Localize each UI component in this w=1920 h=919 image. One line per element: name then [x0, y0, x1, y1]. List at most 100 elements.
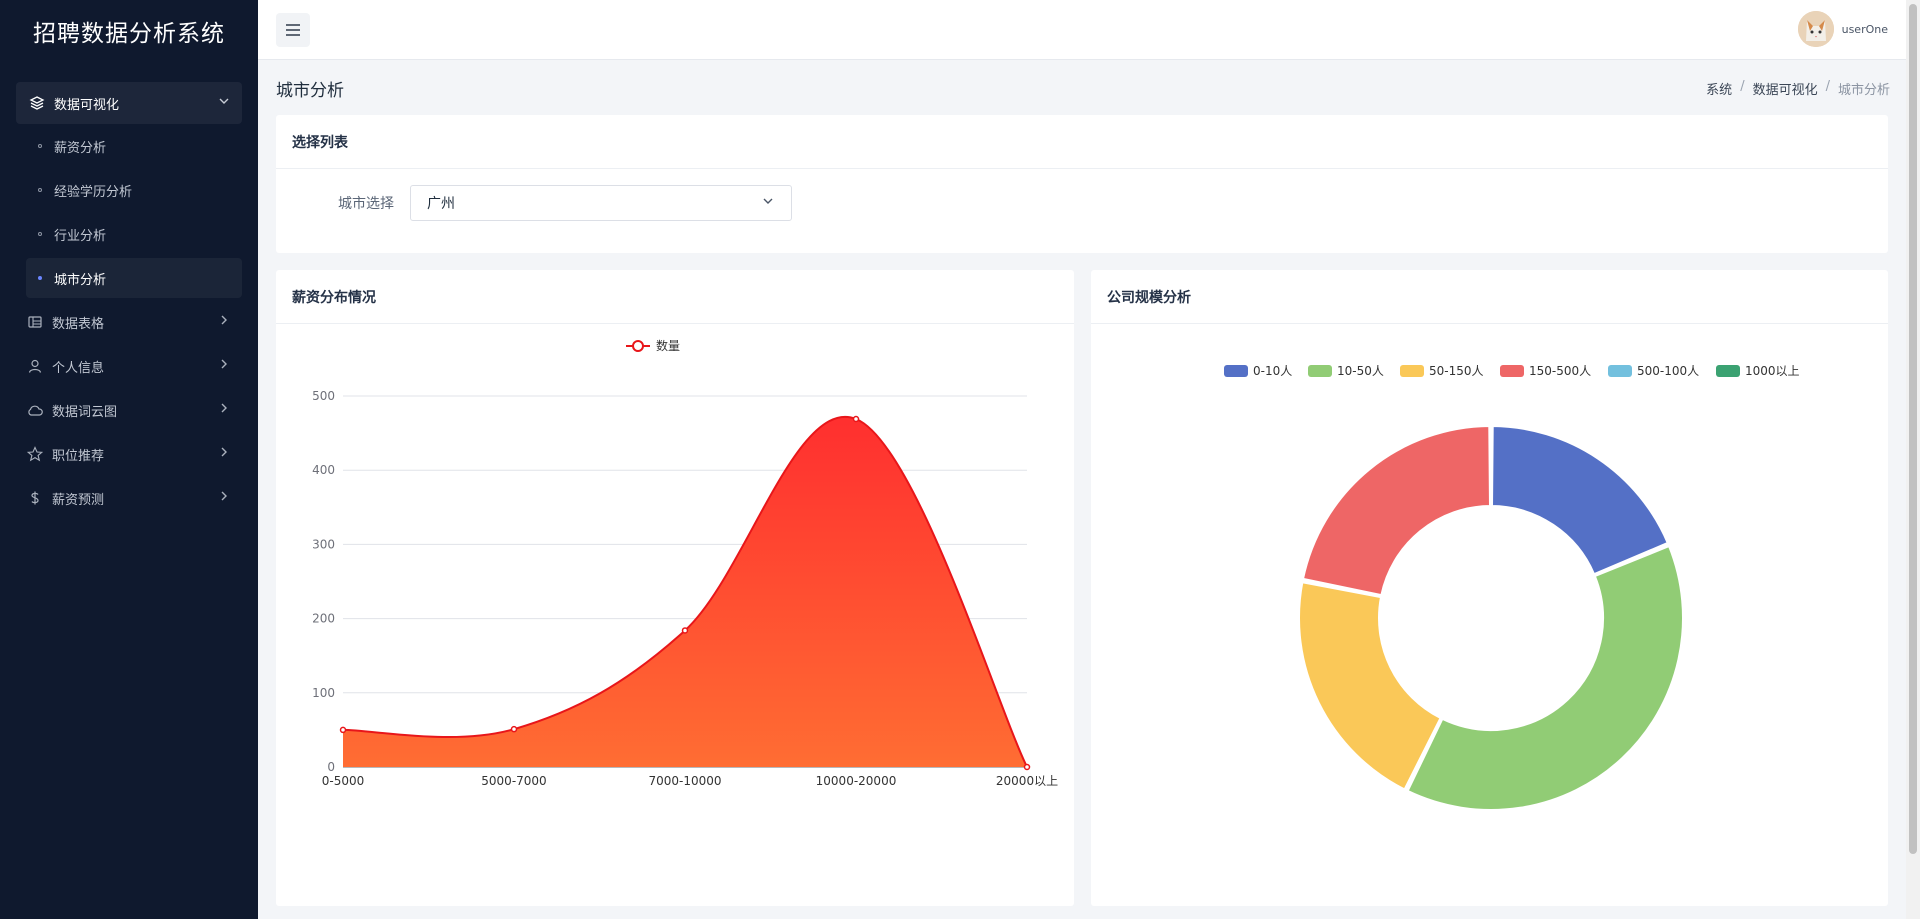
- x-tick-label: 20000以上: [996, 774, 1058, 788]
- legend-swatch-icon: [1500, 365, 1524, 377]
- legend-item[interactable]: 10-50人: [1308, 364, 1384, 378]
- top-header: userOne: [258, 0, 1906, 60]
- breadcrumb-separator: /: [1825, 79, 1830, 94]
- sidebar: 招聘数据分析系统 数据可视化 薪资分析 经验学历分析 行业分析 城市分析: [0, 0, 258, 919]
- data-point[interactable]: [510, 725, 518, 733]
- chevron-right-icon: [218, 490, 230, 506]
- x-tick-label: 0-5000: [322, 774, 365, 788]
- sidebar-item-label: 个人信息: [52, 360, 105, 376]
- sidebar-item-label: 数据表格: [52, 316, 105, 332]
- chevron-right-icon: [218, 446, 230, 462]
- avatar: [1797, 11, 1834, 47]
- legend-swatch-icon: [1308, 365, 1332, 377]
- legend-label: 50-150人: [1429, 364, 1484, 378]
- legend-item[interactable]: 50-150人: [1400, 364, 1484, 378]
- donut-slice[interactable]: [1406, 545, 1684, 811]
- sidebar-item-word-cloud[interactable]: 数据词云图: [0, 388, 258, 432]
- card-title: 薪资分布情况: [276, 270, 1074, 324]
- city-select[interactable]: 广州: [410, 185, 792, 221]
- sidebar-item-label: 职位推荐: [52, 448, 105, 464]
- donut-slice[interactable]: [1491, 425, 1669, 576]
- x-tick-label: 5000-7000: [481, 774, 546, 788]
- legend-item[interactable]: 1000以上: [1716, 364, 1800, 378]
- salary-area-chart: 0 100 200 300 400 500 0-5000 5000-7000 7000-1000…: [312, 338, 1058, 788]
- data-point[interactable]: [852, 415, 860, 423]
- legend-label: 10-50人: [1337, 364, 1384, 378]
- dollar-icon: [26, 489, 44, 507]
- x-tick-label: 7000-10000: [648, 774, 721, 788]
- series-area-fill: [343, 416, 1027, 767]
- sidebar-group-data-visualization[interactable]: 数据可视化: [16, 82, 242, 124]
- menu-toggle-button[interactable]: [276, 13, 310, 47]
- legend-label: 1000以上: [1745, 364, 1800, 378]
- breadcrumb-item-system[interactable]: 系统: [1706, 83, 1733, 98]
- salary-distribution-card: 薪资分布情况 0 100 200 300 400 500 0-5000 5000-7000 70…: [276, 270, 1074, 906]
- donut-slice[interactable]: [1298, 581, 1442, 791]
- legend-label: 500-100人: [1637, 364, 1699, 378]
- sidebar-item-label: 数据词云图: [52, 404, 118, 420]
- username: userOne: [1841, 22, 1888, 36]
- data-point[interactable]: [681, 627, 689, 634]
- company-size-donut-chart: 0-10人 10-50人 50-150人 150-500人 500-100人 1000以上: [1224, 364, 1800, 811]
- breadcrumb-separator: /: [1740, 79, 1745, 94]
- chevron-right-icon: [218, 314, 230, 330]
- legend-swatch-icon: [1716, 365, 1740, 377]
- legend-marker-icon: [632, 340, 644, 352]
- select-list-card: 选择列表 城市选择 广州: [276, 115, 1888, 253]
- data-point[interactable]: [1023, 763, 1031, 771]
- legend-item[interactable]: 500-100人: [1608, 364, 1699, 378]
- card-title: 公司规模分析: [1091, 270, 1888, 324]
- y-tick-label: 400: [312, 463, 335, 477]
- series-line: [342, 415, 1028, 768]
- legend-swatch-icon: [1224, 365, 1248, 377]
- bullet-icon: [38, 144, 42, 148]
- legend-swatch-icon: [1608, 365, 1632, 377]
- x-tick-label: 10000-20000: [816, 774, 897, 788]
- chevron-down-icon: [761, 194, 775, 212]
- y-tick-label: 0: [327, 760, 335, 774]
- breadcrumb: 系统 / 数据可视化 / 城市分析: [1706, 79, 1890, 98]
- breadcrumb-item-current: 城市分析: [1837, 83, 1890, 98]
- sidebar-item-data-table[interactable]: 数据表格: [0, 300, 258, 344]
- legend-label: 数量: [656, 338, 680, 353]
- company-size-card: 公司规模分析 0-10人 10-50人 50-150人 150-500人 500-100…: [1091, 270, 1888, 906]
- sidebar-item-job-recommend[interactable]: 职位推荐: [0, 432, 258, 476]
- table-icon: [26, 313, 44, 331]
- legend-label: 150-500人: [1529, 364, 1591, 378]
- app-title: 招聘数据分析系统: [33, 21, 225, 47]
- sidebar-item-experience-analysis[interactable]: 经验学历分析: [0, 168, 258, 212]
- chart-legend[interactable]: 数量: [626, 338, 680, 353]
- page-scrollbar[interactable]: [1906, 0, 1920, 919]
- y-tick-label: 500: [312, 389, 335, 403]
- city-select-row: 城市选择 广州: [276, 185, 792, 221]
- hamburger-icon: [286, 24, 300, 36]
- y-tick-label: 300: [312, 537, 335, 551]
- chevron-right-icon: [218, 358, 230, 374]
- star-icon: [26, 445, 44, 463]
- chevron-down-icon: [218, 95, 230, 111]
- sidebar-item-salary-predict[interactable]: 薪资预测: [0, 476, 258, 520]
- cloud-icon: [26, 401, 44, 419]
- sidebar-item-city-analysis[interactable]: 城市分析: [26, 258, 242, 298]
- donut-slice[interactable]: [1302, 425, 1491, 597]
- sidebar-item-personal-info[interactable]: 个人信息: [0, 344, 258, 388]
- sidebar-item-salary-analysis[interactable]: 薪资分析: [0, 124, 258, 168]
- y-tick-label: 200: [312, 612, 335, 626]
- legend-item[interactable]: 150-500人: [1500, 364, 1591, 378]
- data-point[interactable]: [339, 726, 347, 734]
- layers-icon: [28, 94, 46, 112]
- sidebar-group-label: 数据可视化: [54, 97, 120, 113]
- sidebar-item-label: 薪资分析: [54, 140, 107, 156]
- city-select-label: 城市选择: [338, 196, 394, 212]
- sidebar-menu: 数据可视化 薪资分析 经验学历分析 行业分析 城市分析 数据表格: [0, 62, 258, 520]
- page-title: 城市分析: [276, 81, 344, 101]
- card-title: 选择列表: [276, 115, 1888, 169]
- sidebar-item-industry-analysis[interactable]: 行业分析: [0, 212, 258, 256]
- legend-swatch-icon: [1400, 365, 1424, 377]
- scrollbar-thumb[interactable]: [1909, 4, 1917, 854]
- legend-item[interactable]: 0-10人: [1224, 364, 1292, 378]
- sidebar-item-label: 城市分析: [54, 272, 107, 288]
- user-menu[interactable]: userOne: [1797, 11, 1888, 47]
- bullet-icon: [38, 188, 42, 192]
- breadcrumb-item-visualization[interactable]: 数据可视化: [1752, 83, 1818, 98]
